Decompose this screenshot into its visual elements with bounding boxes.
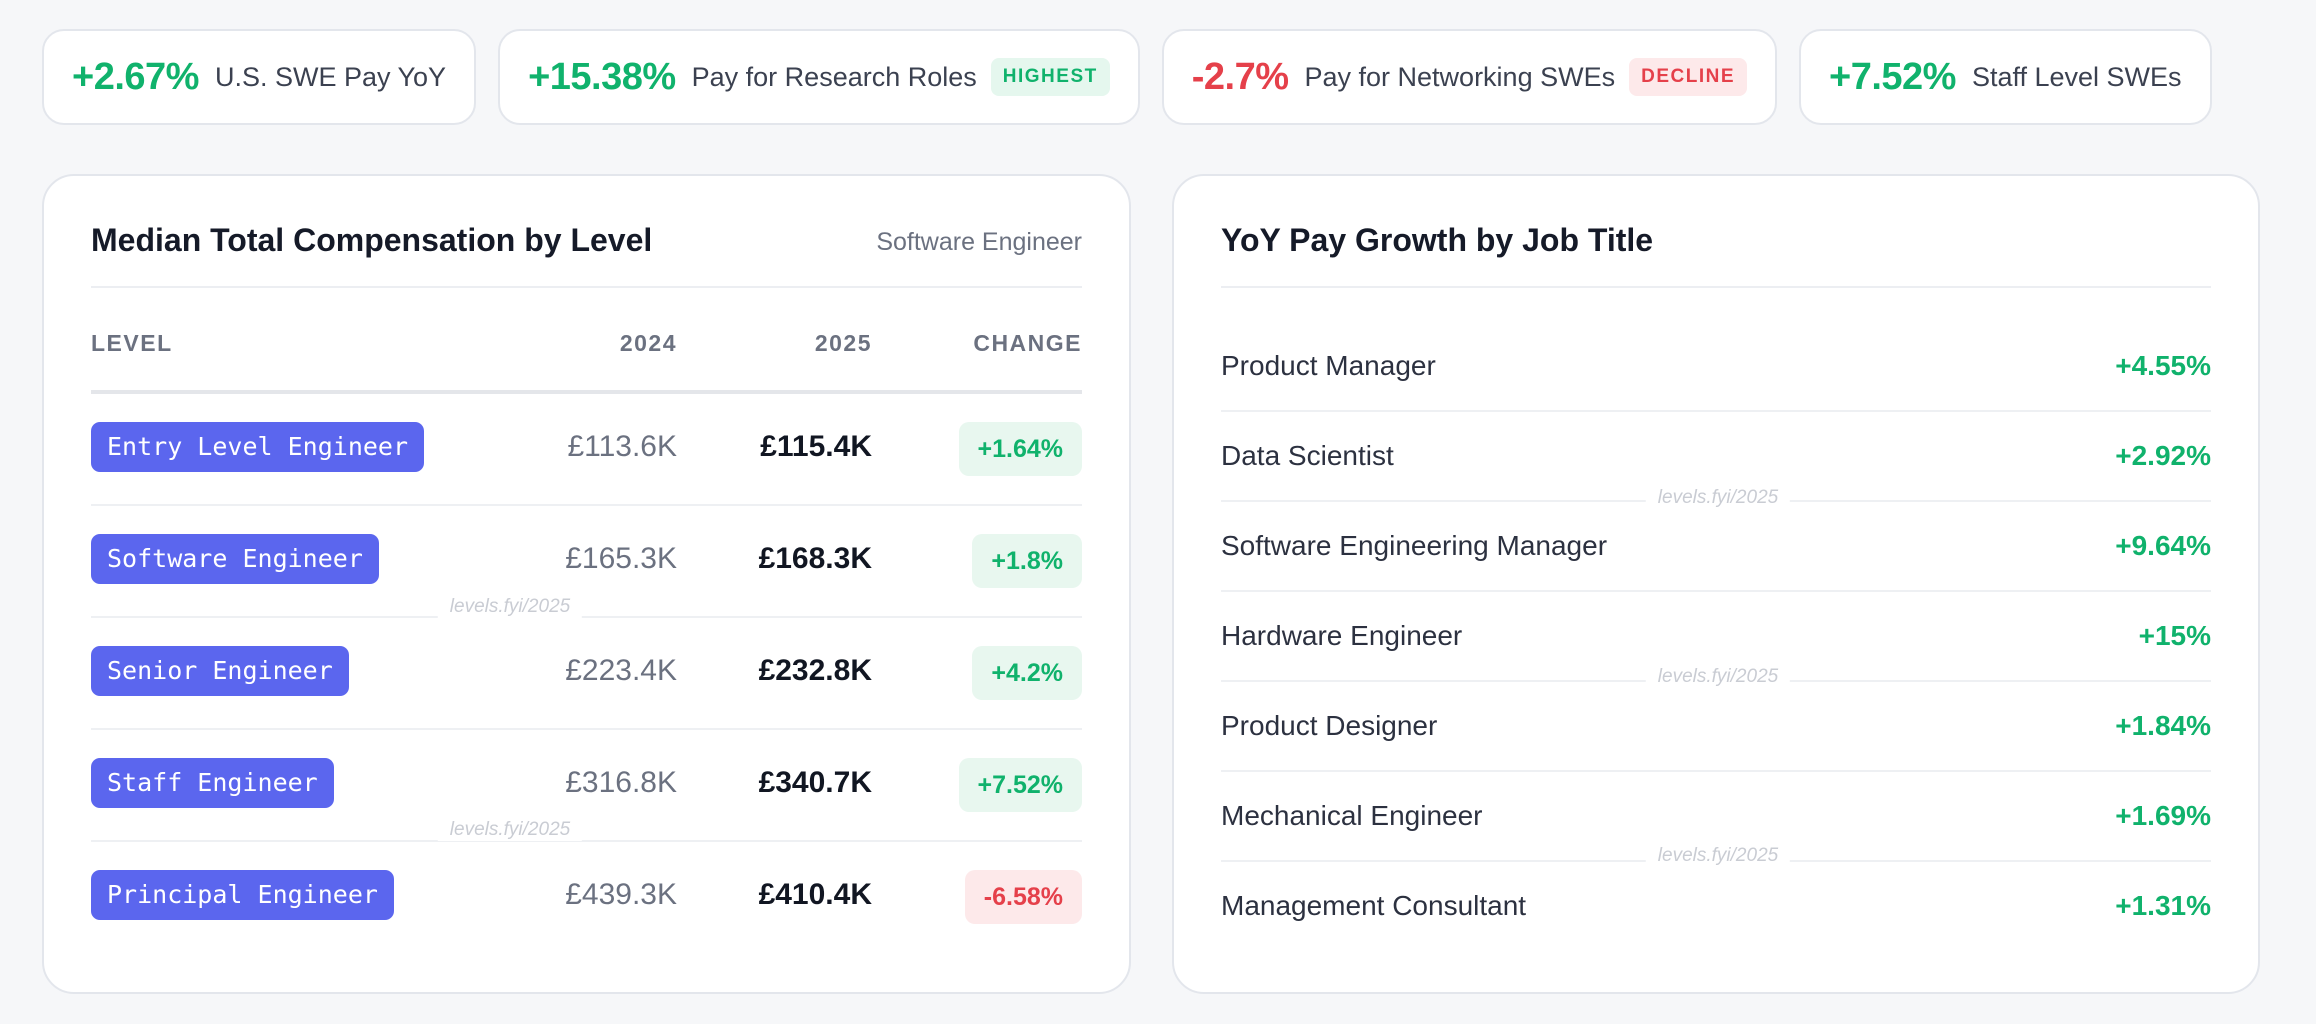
change-badge: +1.64% xyxy=(958,422,1082,476)
table-row: Staff Engineer £316.8K £340.7K +7.52% xyxy=(91,730,1082,842)
value-2025: £340.7K xyxy=(758,766,872,799)
growth-value: +9.64% xyxy=(2115,530,2211,561)
stat-pill-staff-level: +7.52% Staff Level SWEs xyxy=(1799,29,2212,125)
job-title: Mechanical Engineer xyxy=(1221,800,1483,831)
job-title: Product Manager xyxy=(1221,350,1436,381)
compensation-card: Median Total Compensation by Level Softw… xyxy=(42,174,1131,994)
value-2025: £232.8K xyxy=(758,654,872,687)
card-title: YoY Pay Growth by Job Title xyxy=(1221,222,1654,258)
change-badge: -6.58% xyxy=(964,870,1082,924)
stat-label: Pay for Research Roles xyxy=(691,61,977,92)
watermark: levels.fyi/2025 xyxy=(1645,666,1791,688)
table-row: Principal Engineer £439.3K £410.4K -6.58… xyxy=(91,842,1082,952)
stat-pill-research-roles: +15.38% Pay for Research Roles HIGHEST xyxy=(498,29,1140,125)
column-header-2024: 2024 xyxy=(619,330,677,356)
level-tag[interactable]: Senior Engineer xyxy=(91,646,349,696)
change-badge: +1.8% xyxy=(972,534,1082,588)
value-2025: £168.3K xyxy=(758,542,872,575)
value-2024: £113.6K xyxy=(567,430,677,463)
card-header: Median Total Compensation by Level Softw… xyxy=(91,222,1082,288)
growth-value: +1.31% xyxy=(2115,890,2211,921)
column-header-change: CHANGE xyxy=(973,330,1082,356)
stat-label: Staff Level SWEs xyxy=(1971,61,2182,92)
value-2024: £223.4K xyxy=(565,654,677,687)
stat-label: Pay for Networking SWEs xyxy=(1304,61,1616,92)
pay-growth-card: YoY Pay Growth by Job Title Product Mana… xyxy=(1172,174,2260,994)
stat-label: U.S. SWE Pay YoY xyxy=(214,61,447,92)
level-tag[interactable]: Principal Engineer xyxy=(91,870,394,920)
column-header-2025: 2025 xyxy=(814,330,872,356)
job-title: Product Designer xyxy=(1221,710,1438,741)
growth-value: +4.55% xyxy=(2115,350,2211,381)
value-2024: £439.3K xyxy=(565,878,677,911)
table-row: Entry Level Engineer £113.6K £115.4K +1.… xyxy=(91,394,1082,506)
stat-pill-networking: -2.7% Pay for Networking SWEs DECLINE xyxy=(1161,29,1777,125)
stat-value: +2.67% xyxy=(72,55,199,98)
job-title: Management Consultant xyxy=(1221,890,1527,921)
column-header-level: LEVEL xyxy=(91,330,173,356)
stat-value: +15.38% xyxy=(528,55,676,98)
list-item: Product Designer +1.84% xyxy=(1221,682,2211,772)
change-badge: +4.2% xyxy=(972,646,1082,700)
list-item: Product Manager +4.55% xyxy=(1221,322,2211,412)
stat-pill-swe-pay: +2.67% U.S. SWE Pay YoY xyxy=(42,29,477,125)
stat-value: -2.7% xyxy=(1191,55,1289,98)
stats-bar: +2.67% U.S. SWE Pay YoY +15.38% Pay for … xyxy=(42,29,2212,125)
card-title: Median Total Compensation by Level xyxy=(91,222,653,258)
watermark: levels.fyi/2025 xyxy=(437,819,583,841)
card-subtitle: Software Engineer xyxy=(876,228,1082,256)
watermark: levels.fyi/2025 xyxy=(1645,487,1791,509)
growth-value: +15% xyxy=(2138,620,2211,651)
change-badge: +7.52% xyxy=(958,758,1082,812)
level-tag[interactable]: Staff Engineer xyxy=(91,758,334,808)
card-header: YoY Pay Growth by Job Title xyxy=(1221,222,2211,288)
value-2024: £165.3K xyxy=(565,542,677,575)
table-row: Software Engineer £165.3K £168.3K +1.8% xyxy=(91,506,1082,618)
growth-value: +1.69% xyxy=(2115,800,2211,831)
level-tag[interactable]: Entry Level Engineer xyxy=(91,422,425,472)
decline-badge: DECLINE xyxy=(1629,58,1747,96)
table-header: LEVEL 2024 2025 CHANGE xyxy=(91,330,1082,394)
value-2024: £316.8K xyxy=(565,766,677,799)
stat-value: +7.52% xyxy=(1829,55,1956,98)
highest-badge: HIGHEST xyxy=(990,58,1110,96)
list-item: Management Consultant +1.31% xyxy=(1221,862,2211,950)
list-item: Software Engineering Manager +9.64% xyxy=(1221,502,2211,592)
job-title: Data Scientist xyxy=(1221,440,1394,471)
job-title: Software Engineering Manager xyxy=(1221,530,1608,561)
watermark: levels.fyi/2025 xyxy=(437,596,583,618)
level-tag[interactable]: Software Engineer xyxy=(91,534,379,584)
job-title: Hardware Engineer xyxy=(1221,620,1463,651)
growth-value: +1.84% xyxy=(2115,710,2211,741)
watermark: levels.fyi/2025 xyxy=(1645,845,1791,867)
value-2025: £115.4K xyxy=(760,430,872,463)
table-row: Senior Engineer £223.4K £232.8K +4.2% xyxy=(91,618,1082,730)
value-2025: £410.4K xyxy=(758,878,872,911)
growth-value: +2.92% xyxy=(2115,440,2211,471)
